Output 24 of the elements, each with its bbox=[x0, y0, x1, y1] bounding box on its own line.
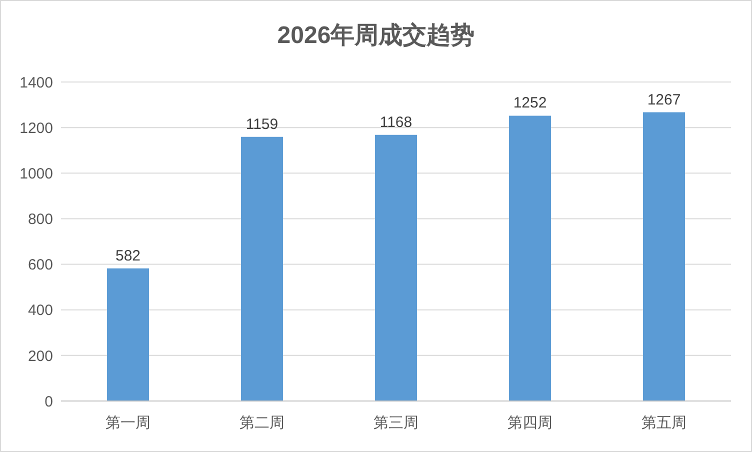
data-label: 1168 bbox=[380, 114, 412, 131]
y-tick-label: 1200 bbox=[20, 120, 53, 137]
x-tick-label: 第四周 bbox=[508, 414, 552, 432]
y-tick-label: 200 bbox=[28, 348, 53, 365]
data-label: 1159 bbox=[246, 116, 278, 133]
data-label: 1252 bbox=[513, 94, 547, 112]
y-tick-label: 0 bbox=[44, 393, 53, 410]
chart-title: 2026年周成交趋势 bbox=[276, 21, 476, 51]
y-tick-label: 600 bbox=[28, 256, 53, 274]
y-tick-label: 800 bbox=[28, 211, 53, 228]
x-tick-label: 第二周 bbox=[240, 414, 284, 432]
x-tick-label: 第三周 bbox=[374, 414, 418, 432]
bar bbox=[241, 136, 283, 401]
x-tick-label: 第一周 bbox=[106, 414, 150, 432]
bar bbox=[107, 268, 149, 401]
bar bbox=[509, 116, 551, 401]
y-tick-label: 400 bbox=[28, 302, 53, 320]
data-label: 582 bbox=[115, 247, 141, 264]
x-tick-label: 第五周 bbox=[642, 414, 686, 432]
bar bbox=[375, 134, 417, 401]
y-tick-label: 1000 bbox=[20, 165, 53, 182]
data-label: 1267 bbox=[647, 91, 681, 108]
bar bbox=[643, 112, 685, 401]
y-tick-label: 1400 bbox=[20, 74, 53, 92]
